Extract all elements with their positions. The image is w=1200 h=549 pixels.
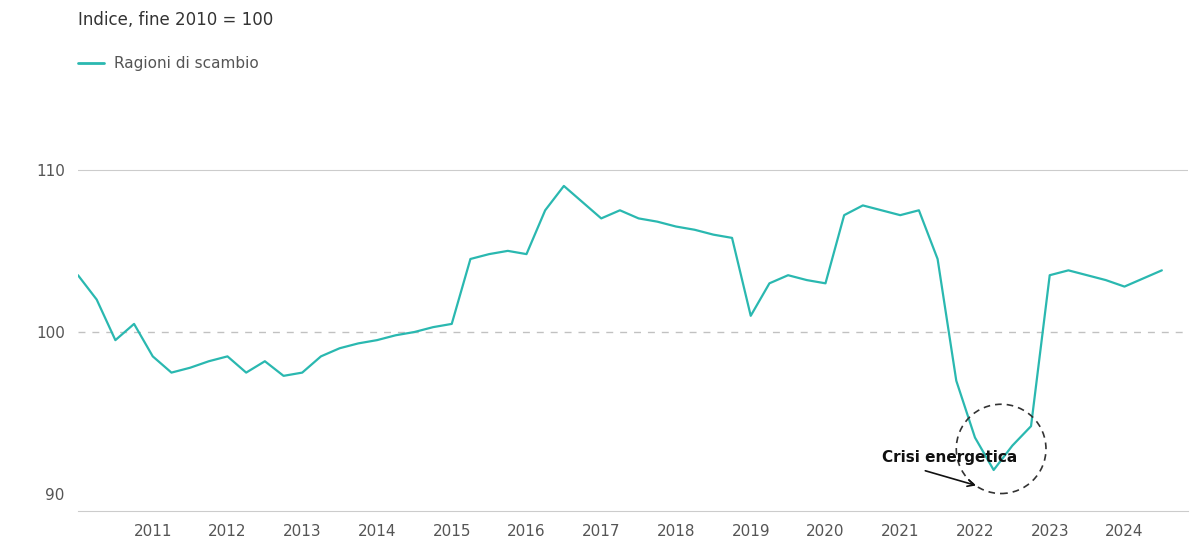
Text: Ragioni di scambio: Ragioni di scambio xyxy=(114,55,259,71)
Text: Indice, fine 2010 = 100: Indice, fine 2010 = 100 xyxy=(78,11,274,29)
Text: Crisi energetica: Crisi energetica xyxy=(882,450,1016,465)
